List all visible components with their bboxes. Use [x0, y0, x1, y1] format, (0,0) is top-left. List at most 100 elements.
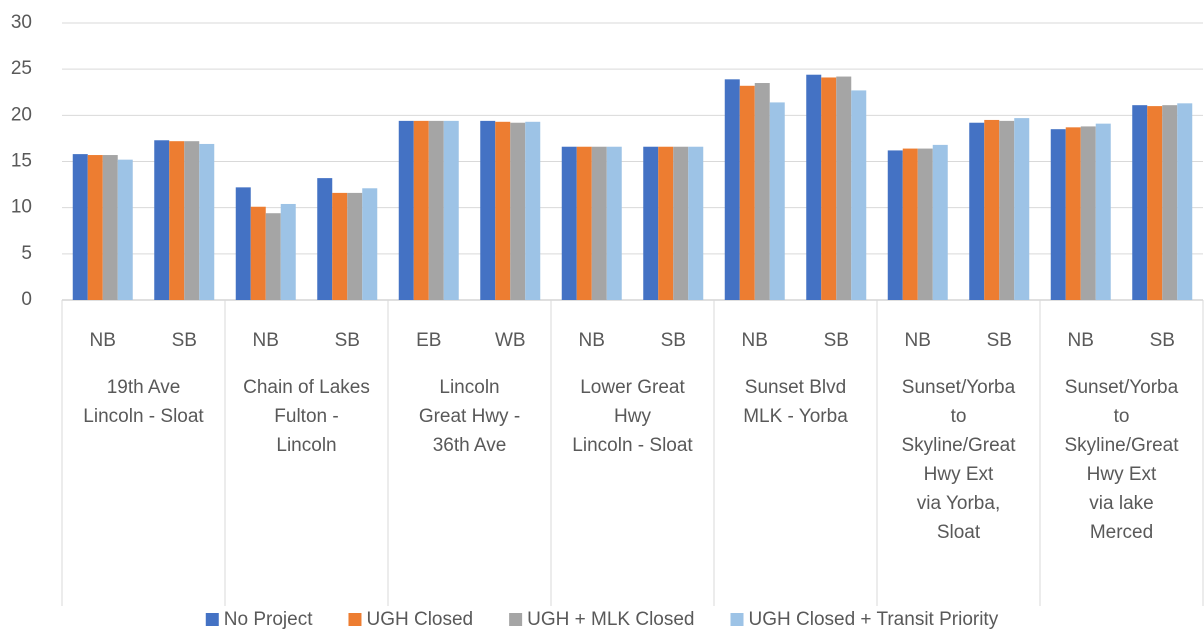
bar	[851, 90, 867, 300]
y-tick-label: 20	[11, 104, 32, 125]
legend-label: UGH Closed	[366, 609, 473, 630]
bar	[836, 76, 852, 300]
bar	[984, 119, 1000, 300]
y-tick-label: 5	[21, 243, 32, 264]
group-label: Chain of Lakes	[243, 377, 370, 398]
group-label: Skyline/Great	[1064, 435, 1179, 456]
bar	[102, 155, 118, 300]
bar	[887, 150, 903, 300]
x-tick-label: NB	[742, 330, 768, 351]
group-label: Lincoln - Sloat	[572, 435, 693, 456]
x-tick-label: SB	[172, 330, 197, 351]
group-label: via Yorba,	[917, 493, 1000, 514]
bar	[235, 187, 251, 300]
bar	[199, 143, 215, 300]
group-label: via lake	[1089, 493, 1153, 514]
legend-label: UGH Closed + Transit Priority	[749, 609, 999, 630]
group-label: Sunset/Yorba	[902, 377, 1016, 398]
bar	[317, 178, 333, 300]
group-label: 36th Ave	[433, 435, 507, 456]
group-label: Sloat	[937, 522, 981, 543]
bar	[999, 120, 1015, 300]
bar	[1177, 103, 1193, 300]
bar	[480, 120, 496, 300]
bar	[576, 146, 592, 300]
bar	[821, 77, 837, 300]
x-tick-label: NB	[253, 330, 279, 351]
bar	[362, 188, 378, 300]
group-label: Lincoln - Sloat	[83, 406, 204, 427]
bar	[510, 122, 526, 300]
bar	[1147, 106, 1163, 300]
bar	[250, 206, 266, 300]
bar	[347, 192, 363, 300]
group-label: Great Hwy -	[419, 406, 520, 427]
bar	[87, 155, 103, 300]
legend-label: No Project	[224, 609, 313, 630]
bar	[117, 159, 133, 300]
bar	[413, 120, 429, 300]
bar	[398, 120, 414, 300]
bar	[280, 203, 296, 300]
bar	[169, 141, 185, 300]
x-tick-label: NB	[90, 330, 116, 351]
bar	[428, 120, 444, 300]
bar	[769, 102, 785, 300]
bar	[1132, 105, 1148, 300]
group-label: Hwy Ext	[1087, 464, 1157, 485]
bar	[688, 146, 704, 300]
bar	[561, 146, 577, 300]
bar	[1050, 129, 1066, 300]
x-tick-label: SB	[335, 330, 360, 351]
bar	[917, 148, 933, 300]
group-label: Lincoln	[276, 435, 336, 456]
group-label: Sunset Blvd	[745, 377, 846, 398]
y-tick-label: 15	[11, 151, 32, 172]
y-tick-label: 10	[11, 197, 32, 218]
bar	[1014, 118, 1030, 300]
bar	[1080, 126, 1096, 300]
bar	[265, 213, 281, 300]
group-label: Lincoln	[439, 377, 499, 398]
bar	[932, 144, 948, 300]
bar	[724, 79, 740, 300]
legend-label: UGH + MLK Closed	[527, 609, 694, 630]
group-label: 19th Ave	[107, 377, 181, 398]
bar	[1065, 127, 1081, 300]
x-tick-label: WB	[495, 330, 526, 351]
bar	[184, 141, 200, 300]
y-tick-label: 30	[11, 12, 32, 33]
legend-swatch	[205, 613, 219, 626]
bar	[591, 146, 607, 300]
bar	[154, 140, 170, 300]
group-label: Hwy Ext	[924, 464, 994, 485]
bar	[673, 146, 689, 300]
x-tick-label: SB	[1150, 330, 1175, 351]
bar	[754, 83, 770, 301]
group-label: Lower Great	[580, 377, 685, 398]
group-label: Fulton -	[274, 406, 338, 427]
bar	[495, 121, 511, 301]
legend-swatch	[348, 613, 362, 626]
bar	[332, 192, 348, 300]
bar	[739, 85, 755, 300]
bar	[606, 146, 622, 300]
group-label: Merced	[1090, 522, 1153, 543]
x-tick-label: NB	[1068, 330, 1094, 351]
group-label: Sunset/Yorba	[1065, 377, 1179, 398]
bar	[525, 121, 541, 301]
bar	[969, 122, 985, 300]
y-tick-label: 0	[21, 289, 32, 310]
x-tick-label: SB	[661, 330, 686, 351]
bar	[658, 146, 674, 300]
bar	[643, 146, 659, 300]
x-tick-label: NB	[579, 330, 605, 351]
x-tick-label: SB	[987, 330, 1012, 351]
legend-swatch	[730, 613, 744, 626]
bar	[443, 120, 459, 300]
group-label: Skyline/Great	[901, 435, 1016, 456]
bar	[1095, 123, 1111, 300]
group-label: MLK - Yorba	[743, 406, 848, 427]
bar	[1162, 105, 1178, 300]
